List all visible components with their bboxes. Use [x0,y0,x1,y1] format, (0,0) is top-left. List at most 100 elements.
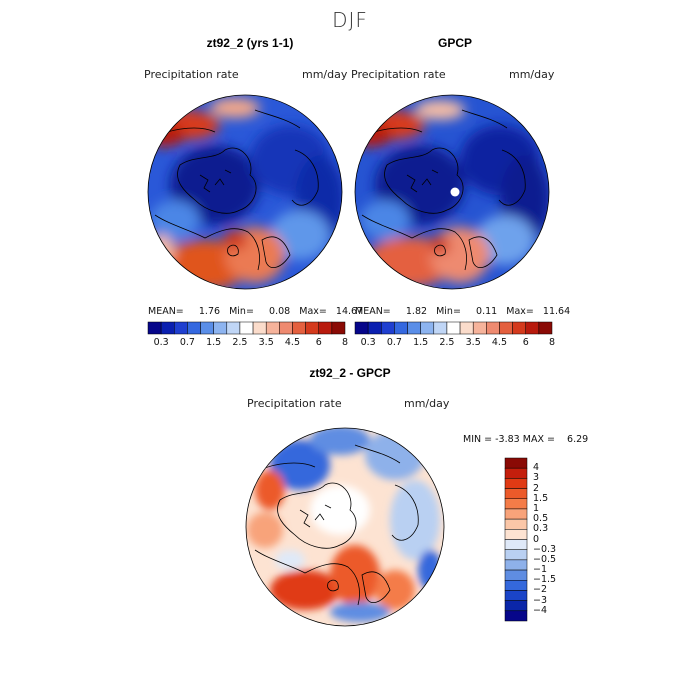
min-label: Min= [436,306,461,317]
colorbar-swatch [381,321,395,335]
mean-value: 1.82 [405,306,428,317]
diff-stats: MIN = -3.83 MAX = 6.29 [463,434,588,445]
colorbar-swatch [504,498,528,510]
colorbar-swatch [354,321,369,335]
colorbar-swatch [504,559,528,571]
colorbar-tick-label: 1 [533,502,540,514]
colorbar-tick-label: 4.5 [491,337,507,348]
colorbar-tick-label: 3.5 [465,337,481,348]
map-panel-1 [148,95,342,289]
colorbar-tick-label: 0.3 [533,523,549,535]
min-label: Min= [229,306,254,317]
diff-units: mm/day [404,397,450,410]
min-value: 0.08 [269,306,291,317]
colorbar-swatch [252,321,267,335]
colorbar-swatch [472,321,487,335]
colorbar-swatch [420,321,435,335]
colorbar-swatch [187,321,201,335]
colorbar-swatch [538,321,553,335]
panel-1-field-label: Precipitation rate [144,68,239,81]
colorbar-swatch [486,321,500,335]
colorbar-tick-label: −4 [533,604,548,616]
panel-1-stats: MEAN= 1.76 Min= 0.08 Max= 14.67 [148,306,363,317]
colorbar-tick-label: 4.5 [284,337,300,348]
mean-label: MEAN= [355,306,391,317]
diff-field-label: Precipitation rate [247,397,342,410]
colorbar-swatch [504,457,528,469]
colorbar-tick-label: 4 [533,462,540,474]
colorbar-swatch [394,321,408,335]
colorbar-swatch [292,321,306,335]
colorbar-swatch [525,321,540,335]
max-label: MAX = [522,434,555,445]
colorbar-swatch [504,478,528,489]
colorbar-swatch [160,321,175,335]
colorbar-swatch [305,321,319,335]
colorbar-swatch [331,321,346,335]
colorbar-swatch [504,508,528,520]
colorbar-tick-label: 2 [533,482,540,494]
colorbar-swatch [265,321,280,335]
colorbar-swatch [318,321,333,335]
colorbar-tick-label: 2.5 [439,337,455,348]
panel-2-title: GPCP [437,36,472,50]
max-value: 14.67 [335,306,364,317]
colorbar-tick-label: 1.5 [413,337,429,348]
diff-panel-title: zt92_2 - GPCP [309,366,391,380]
colorbar-tick-label: 1.5 [533,492,549,504]
colorbar-tick-label: 8 [341,337,349,348]
colorbar-tick-label: −2 [533,584,548,596]
colorbar-swatch [213,321,228,335]
colorbar-swatch [433,321,448,335]
colorbar-swatch [200,321,214,335]
colorbar-swatch [504,580,528,591]
mean-label: MEAN= [148,306,184,317]
max-label: Max= [506,306,534,317]
colorbar-tick-label: 3.5 [258,337,274,348]
panel-2-units: mm/day [509,68,555,81]
colorbar-tick-label: 0.3 [153,337,169,348]
colorbar-swatch [407,321,421,335]
min-value: -3.83 [495,434,520,445]
colorbar-swatch [504,467,528,479]
colorbar-tick-label: 0.7 [386,337,402,348]
colorbar-swatch [504,488,528,499]
colorbar-panel-1 [147,321,346,335]
colorbar-panel-2 [354,321,553,335]
colorbar-tick-label: 6 [315,337,322,348]
colorbar-swatch [147,321,162,335]
colorbar-diff [504,457,528,622]
colorbar-swatch [504,610,528,622]
colorbar-tick-label: −1.5 [533,574,557,586]
colorbar-tick-label: −3 [533,594,548,606]
colorbar-tick-label: 0.7 [179,337,195,348]
max-value: 11.64 [542,306,571,317]
colorbar-tick-label: 0.3 [360,337,376,348]
colorbar-tick-label: 6 [522,337,529,348]
colorbar-swatch [279,321,293,335]
colorbar-swatch [367,321,382,335]
colorbar-tick-label: 8 [548,337,556,348]
colorbar-tick-label: 0.5 [533,513,549,525]
min-value: 0.11 [476,306,498,317]
max-value: 6.29 [567,434,589,445]
colorbar-swatch [504,539,528,550]
panel-1-title: zt92_2 (yrs 1-1) [206,36,294,50]
colorbar-swatch [226,321,241,335]
colorbar-tick-label: 2.5 [232,337,248,348]
panel-2-stats: MEAN= 1.82 Min= 0.11 Max= 11.64 [355,306,570,317]
panel-2-field-label: Precipitation rate [351,68,446,81]
colorbar-swatch [504,569,528,581]
season-title: DJF [332,8,368,32]
colorbar-swatch [459,321,474,335]
min-label: MIN = [463,434,493,445]
colorbar-swatch [499,321,513,335]
max-label: Max= [299,306,327,317]
panel-1-units: mm/day [302,68,348,81]
colorbar-swatch [504,518,528,530]
colorbar-swatch [512,321,526,335]
colorbar-swatch [504,549,528,561]
mean-value: 1.76 [198,306,221,317]
